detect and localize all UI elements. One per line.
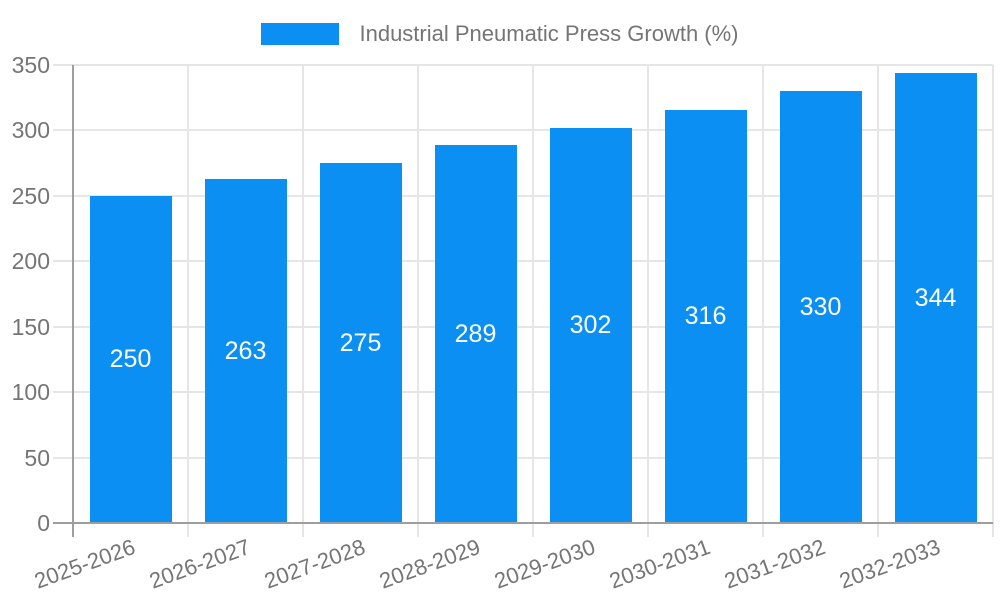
x-axis-label: 2030-2031 — [606, 534, 714, 594]
v-gridline — [417, 65, 419, 537]
v-gridline — [647, 65, 649, 537]
plot-area: 250 2025-2026 263 2026-2027 275 2027-2028 289 2… — [31, 64, 994, 594]
y-axis-label: 200 — [11, 248, 50, 275]
bar-value-label: 316 — [684, 302, 727, 331]
bar-2027-2028[interactable] — [319, 163, 402, 523]
v-gridline — [762, 65, 764, 537]
v-gridline — [992, 65, 994, 537]
legend-swatch-icon — [261, 23, 340, 45]
bar-2026-2027[interactable] — [204, 178, 287, 523]
h-gridline — [53, 129, 993, 132]
bar-2031-2032[interactable] — [779, 91, 862, 523]
x-axis-label: 2031-2032 — [721, 534, 829, 594]
h-gridline — [53, 64, 993, 66]
h-gridline — [53, 391, 993, 394]
y-axis-label: 350 — [11, 52, 50, 78]
x-axis-label: 2025-2026 — [31, 534, 139, 594]
h-gridline — [53, 194, 993, 197]
bar-value-label: 250 — [109, 345, 152, 374]
y-axis-line — [72, 65, 74, 537]
x-axis-label: 2026-2027 — [146, 534, 254, 594]
y-axis-label: 50 — [24, 444, 50, 471]
bar-2030-2031[interactable] — [664, 109, 747, 523]
v-gridline — [532, 65, 534, 537]
x-axis-label: 2029-2030 — [491, 534, 599, 594]
bar-2032-2033[interactable] — [894, 72, 977, 523]
x-axis-label: 2028-2029 — [376, 534, 484, 594]
v-gridline — [302, 65, 304, 537]
bar-2029-2030[interactable] — [549, 127, 632, 523]
bar-value-label: 344 — [914, 283, 957, 312]
x-axis-label: 2027-2028 — [261, 534, 369, 594]
y-axis-label: 250 — [11, 182, 50, 209]
x-axis-label: 2032-2033 — [836, 534, 944, 594]
bar-2025-2026[interactable] — [89, 195, 172, 523]
y-axis-label: 300 — [11, 117, 50, 144]
y-axis-label: 150 — [11, 313, 50, 340]
bar-value-label: 263 — [224, 336, 267, 365]
bar-value-label: 275 — [339, 329, 382, 358]
bar-value-label: 289 — [454, 319, 497, 348]
h-gridline — [53, 456, 993, 459]
h-gridline — [53, 260, 993, 263]
legend-title: Industrial Pneumatic Press Growth (%) — [359, 21, 739, 46]
bar-2028-2029[interactable] — [434, 144, 517, 523]
chart-legend: Industrial Pneumatic Press Growth (%) — [0, 21, 1000, 47]
bar-value-label: 302 — [569, 311, 612, 340]
bar-value-label: 330 — [799, 293, 842, 322]
y-axis-label: 0 — [37, 510, 50, 536]
h-gridline — [53, 325, 993, 328]
y-axis-label: 100 — [11, 379, 50, 406]
x-axis-line — [53, 522, 993, 524]
v-gridline — [187, 65, 189, 537]
v-gridline — [877, 65, 879, 537]
